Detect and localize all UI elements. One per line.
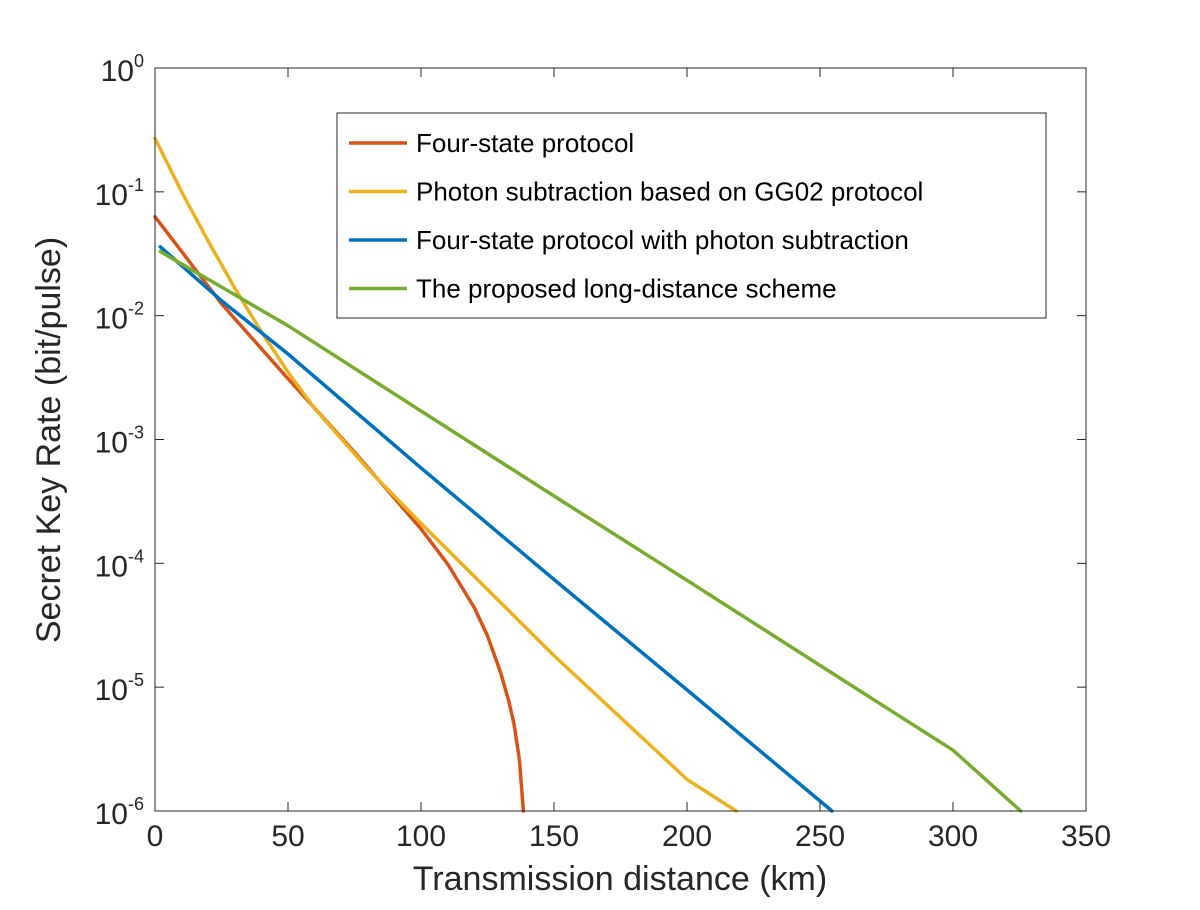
y-tick-label: 10-2 (95, 299, 144, 336)
legend-label-1: Four-state protocol (416, 128, 634, 158)
y-axis-title: Secret Key Rate (bit/pulse) (30, 237, 68, 643)
legend: Four-state protocol Photon subtraction ba… (336, 112, 1047, 319)
y-tick-label: 10-1 (95, 175, 144, 212)
y-tick-label: 10-3 (95, 423, 144, 460)
legend-label-2: Photon subtraction based on GG02 protoco… (416, 177, 923, 207)
legend-label-3: Four-state protocol with photon subtract… (416, 225, 909, 255)
x-tick-label: 200 (662, 820, 712, 853)
legend-box (336, 112, 1047, 319)
x-tick-label: 150 (529, 820, 579, 853)
series-line-4 (158, 249, 1023, 813)
legend-label-4: The proposed long-distance scheme (416, 274, 837, 304)
y-tick-labels: 100 10-1 10-2 10-3 10-4 10-5 10-6 (95, 51, 144, 831)
axis-ticks (154, 67, 1087, 812)
y-tick-label: 100 (101, 51, 144, 88)
x-tick-label: 350 (1061, 820, 1111, 853)
x-tick-label: 100 (396, 820, 446, 853)
series-line-2 (153, 136, 738, 813)
series-lines (153, 136, 1023, 813)
x-tick-label: 250 (795, 820, 845, 853)
series-line-1 (153, 214, 526, 813)
x-tick-label: 300 (928, 820, 978, 853)
x-axis-title: Transmission distance (km) (413, 860, 827, 898)
y-tick-label: 10-6 (95, 794, 144, 831)
x-tick-labels: 0 50 100 150 200 250 300 350 (147, 820, 1111, 853)
y-tick-label: 10-5 (95, 670, 144, 707)
x-tick-label: 0 (147, 820, 164, 853)
series-line-3 (158, 245, 834, 813)
x-tick-label: 50 (271, 820, 304, 853)
y-tick-label: 10-4 (95, 546, 144, 583)
